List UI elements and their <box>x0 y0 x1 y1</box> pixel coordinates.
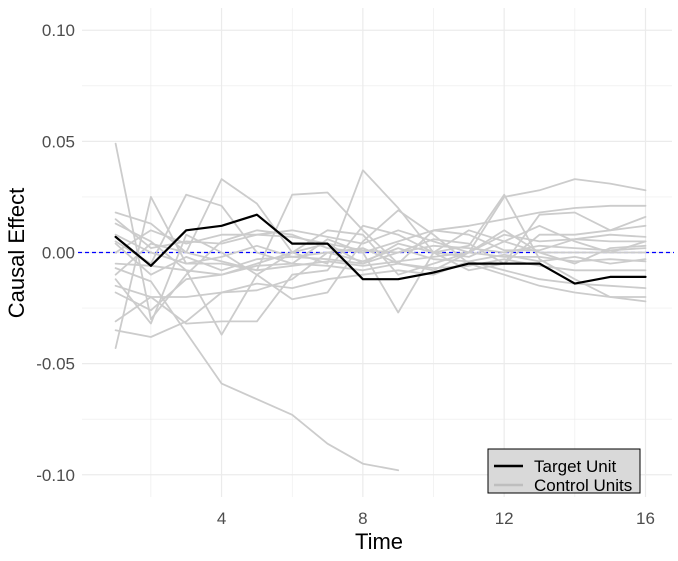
control-unit-line <box>114 224 647 312</box>
x-tick-labels: 4 8 12 16 <box>217 509 655 528</box>
x-tick-label: 4 <box>217 509 226 528</box>
control-unit-line <box>114 211 647 325</box>
control-unit-line <box>114 258 647 276</box>
control-unit-line <box>114 229 647 265</box>
y-tick-label: 0.05 <box>42 132 75 151</box>
control-unit-line <box>114 169 647 303</box>
control-unit-line <box>114 242 647 276</box>
y-tick-label: -0.05 <box>36 355 75 374</box>
control-unit-line <box>114 218 647 254</box>
x-axis-title: Time <box>355 529 403 554</box>
x-tick-label: 16 <box>636 509 655 528</box>
y-tick-label: -0.10 <box>36 466 75 485</box>
y-axis-title: Causal Effect <box>4 188 29 318</box>
series-layer <box>114 142 647 472</box>
legend: Target Unit Control Units <box>487 448 641 495</box>
legend-label-control-units: Control Units <box>534 476 632 495</box>
x-tick-label: 12 <box>495 509 514 528</box>
legend-label-target-unit: Target Unit <box>534 457 616 476</box>
target-unit-line <box>114 213 647 285</box>
control-unit-line <box>114 260 647 298</box>
y-tick-label: 0.10 <box>42 21 75 40</box>
control-unit-line <box>114 193 647 314</box>
y-tick-label: 0.00 <box>42 244 75 263</box>
control-unit-line <box>114 233 647 265</box>
x-tick-label: 8 <box>358 509 367 528</box>
control-unit-line <box>114 209 647 325</box>
control-unit-line <box>114 267 400 472</box>
y-tick-labels: 0.10 0.05 0.00 -0.05 -0.10 <box>36 21 75 485</box>
